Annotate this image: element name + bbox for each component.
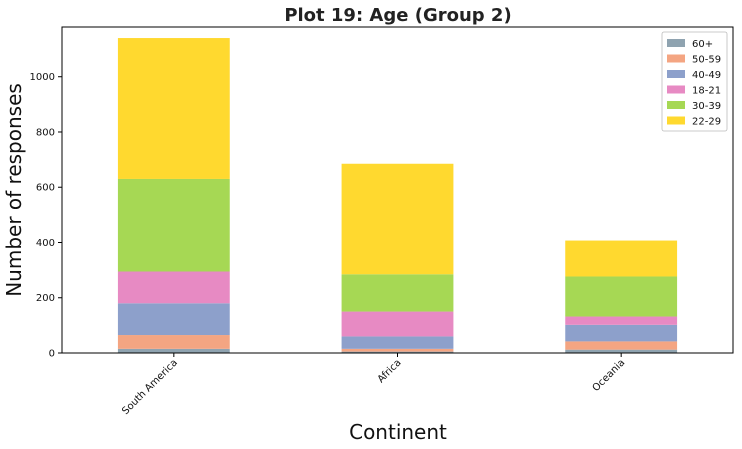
bar-segment-1821-0 xyxy=(117,271,230,304)
y-tick-label: 200 xyxy=(36,293,55,304)
legend-swatch xyxy=(667,70,685,78)
bar-segment-60-2 xyxy=(565,349,678,353)
chart-title: Plot 19: Age (Group 2) xyxy=(284,5,511,26)
legend-label: 40-49 xyxy=(692,70,721,81)
bar-segment-60-0 xyxy=(117,348,230,353)
bar-segment-3039-0 xyxy=(117,178,230,272)
bar-segment-3039-2 xyxy=(565,276,678,317)
bar-segment-5059-0 xyxy=(117,335,230,349)
legend-swatch xyxy=(667,54,685,63)
bar-segment-2229-2 xyxy=(565,240,678,277)
bar-segment-5059-2 xyxy=(565,341,678,350)
bar-segment-1821-1 xyxy=(341,311,454,337)
y-tick-label: 0 xyxy=(49,349,55,360)
x-tick-label: South America xyxy=(120,357,180,417)
y-tick-label: 400 xyxy=(36,238,55,249)
y-tick-label: 800 xyxy=(36,127,55,138)
legend-label: 30-39 xyxy=(692,101,721,112)
legend: 60+ 50-59 40-49 18-21 30-39 22-29 xyxy=(661,31,728,132)
legend-label: 22-29 xyxy=(692,117,721,128)
bar-segment-2229-1 xyxy=(341,163,454,275)
x-tick-label: Oceania xyxy=(591,357,628,394)
bar-segment-5059-1 xyxy=(341,348,454,352)
bar-segment-2229-0 xyxy=(117,38,230,179)
x-axis-label: Continent xyxy=(349,420,447,444)
x-tick-label: Africa xyxy=(376,357,404,385)
legend-swatch xyxy=(667,85,685,94)
bar-segment-1821-2 xyxy=(565,316,678,325)
y-tick-label: 1000 xyxy=(30,72,55,83)
y-tick-label: 600 xyxy=(36,183,55,194)
legend-swatch xyxy=(667,39,685,47)
legend-label: 60+ xyxy=(692,39,713,50)
bar-segment-4049-1 xyxy=(341,336,454,349)
bar-segment-4049-0 xyxy=(117,303,230,336)
y-axis-label: Number of responses xyxy=(2,83,26,297)
legend-label: 18-21 xyxy=(692,86,721,97)
plot-area: 0 200 400 600 800 1000 South America Africa Ocea… xyxy=(30,26,734,417)
legend-label: 50-59 xyxy=(692,55,721,66)
legend-swatch xyxy=(667,101,685,109)
legend-swatch xyxy=(667,116,685,125)
bar-segment-60-1 xyxy=(341,351,454,353)
bar-segment-4049-2 xyxy=(565,324,678,342)
bar-segment-3039-1 xyxy=(341,274,454,312)
